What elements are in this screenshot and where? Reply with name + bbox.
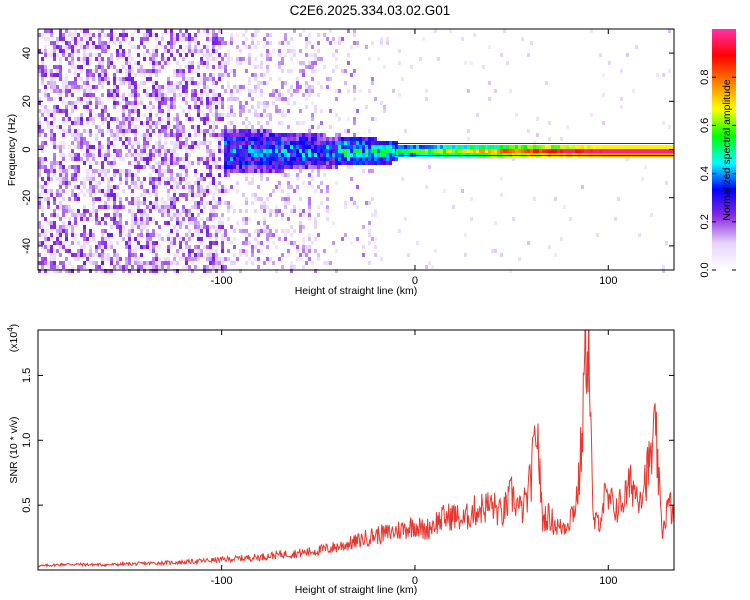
snr-y-tick-label: 1.5 — [21, 368, 33, 383]
snr-multiplier: (x104) — [6, 324, 20, 352]
colorbar-label: Normalized spectral amplitude — [721, 79, 733, 220]
colorbar-tick-label: 0.8 — [699, 70, 711, 85]
snr-panel: -100 0 100 0.5 1.0 1.5 Height of straight lin… — [6, 324, 675, 596]
colorbar-tick-label: 0.0 — [699, 262, 711, 277]
snr-ticks: -100 0 100 0.5 1.0 1.5 — [21, 330, 674, 587]
spectrogram-x-tick-label: -100 — [211, 275, 233, 287]
colorbar-gradient — [712, 29, 736, 270]
colorbar-tick-label: 0.4 — [699, 166, 711, 181]
svg-text:(x104): (x104) — [6, 324, 20, 352]
spectrogram-x-axis-label: Height of straight line (km) — [295, 285, 418, 297]
spectrogram-ticks: -100 0 100 -40 -20 0 20 40 — [21, 29, 674, 287]
spectrogram-y-tick-label: 0 — [21, 146, 33, 152]
colorbar-tick-label: 0.6 — [699, 118, 711, 133]
spectrogram-panel: -100 0 100 -40 -20 0 20 40 Height of straight l… — [6, 28, 675, 297]
spectrogram-x-tick-label: 0 — [412, 275, 418, 287]
colorbar: 0.0 0.2 0.4 0.6 0.8 Normalized spectral ampl… — [699, 29, 736, 278]
snr-y-tick-label: 0.5 — [21, 497, 33, 512]
snr-multiplier-base: (x10 — [8, 332, 20, 353]
spectrogram-y-tick-label: 40 — [21, 47, 33, 59]
page-title: C2E6.2025.334.03.02.G01 — [290, 3, 451, 18]
snr-y-tick-label: 1.0 — [21, 433, 33, 448]
spectrogram-x-tick-label: 100 — [599, 275, 617, 287]
spectrogram-y-axis-label: Frequency (Hz) — [6, 114, 18, 186]
snr-x-tick-label: 0 — [412, 575, 418, 587]
spectrogram-y-tick-label: -20 — [21, 190, 33, 206]
snr-y-axis-label: SNR (10 * v/v) — [8, 416, 20, 483]
snr-multiplier-exp: 4 — [6, 327, 15, 332]
spectrogram-y-tick-label: 20 — [21, 95, 33, 107]
snr-series-line — [38, 330, 674, 568]
snr-x-tick-label: -100 — [211, 575, 233, 587]
snr-frame — [37, 329, 675, 571]
spectrogram-y-tick-label: -40 — [21, 238, 33, 254]
snr-x-tick-label: 100 — [599, 575, 617, 587]
snr-x-axis-label: Height of straight line (km) — [295, 584, 418, 596]
colorbar-ticks: 0.0 0.2 0.4 0.6 0.8 — [699, 70, 736, 278]
colorbar-tick-label: 0.2 — [699, 214, 711, 229]
spectrogram-cells — [38, 29, 675, 273]
snr-multiplier-close: ) — [8, 324, 20, 328]
